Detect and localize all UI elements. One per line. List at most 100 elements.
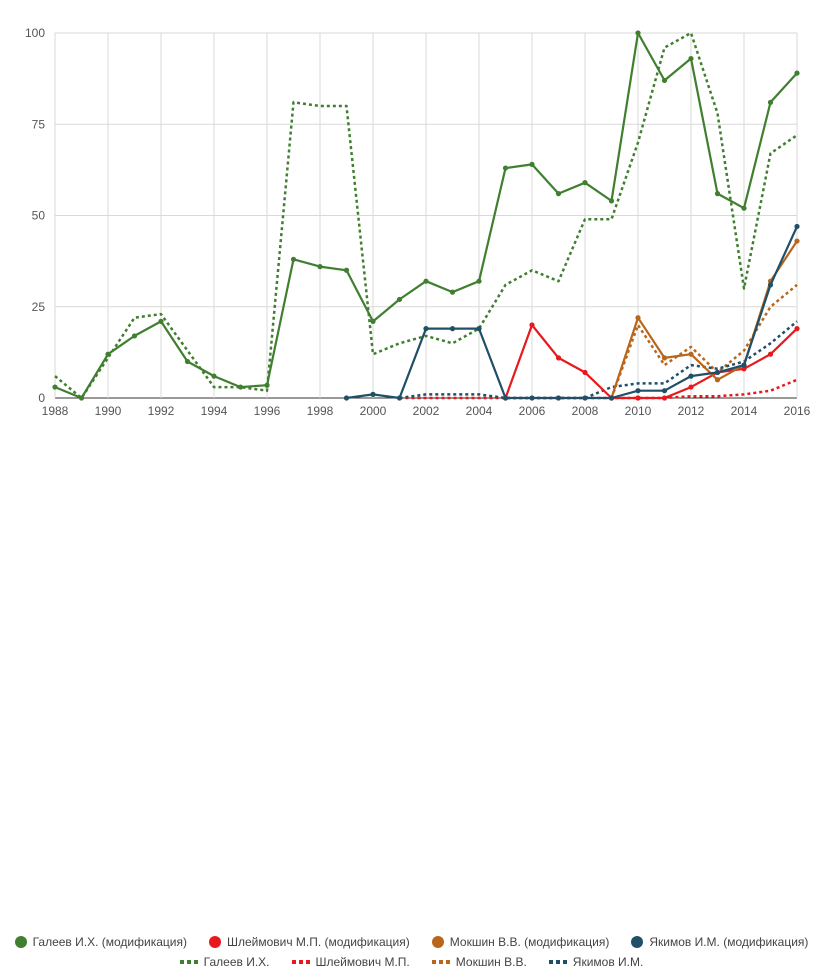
chart-container: 0 25 50 75 100 1988 1990 1992 1994 1996 1998 2000 20… [14,26,811,969]
data-point-0 [449,289,456,295]
x-tick-label: 2016 [784,404,811,418]
legend-label-galeev-mod: Галеев И.Х. (модификация) [32,935,187,949]
data-point-3 [370,391,376,397]
data-point-0 [423,278,429,284]
data-point-0 [290,256,297,262]
series-line-3 [346,226,799,400]
data-point-0 [52,384,58,390]
legend-label-yakimov-mod: Якимов И.М. (модификация) [649,935,809,949]
line-chart: 0 25 50 75 100 1988 1990 1992 1994 1996 1998 2000 20… [25,26,811,418]
y-tick-label: 75 [32,117,46,131]
data-point-3 [449,326,456,332]
legend-item-galeev[interactable]: Галеев И.Х. [179,955,270,969]
x-tick-label: 2006 [519,404,546,418]
data-point-0 [158,318,164,324]
legend-label-shleimovich-mod: Шлеймович М.П. (модификация) [226,935,410,949]
data-point-0 [78,395,85,401]
x-tick-label: 2014 [731,404,758,418]
data-point-0 [502,165,509,171]
data-point-3 [608,395,615,401]
data-point-0 [317,264,323,270]
series-line-7 [399,320,798,400]
x-tick-label: 1988 [42,404,69,418]
data-point-1 [582,369,588,376]
data-point-3 [767,282,774,288]
data-point-3 [423,326,429,332]
data-point-0 [184,358,191,365]
y-tick-label: 25 [32,300,46,314]
legend-item-shleimovich-mod[interactable]: Шлеймович М.П. (модификация) [208,935,410,949]
legend-marker-galeev-mod [14,936,27,948]
legend-marker-shleimovich [291,960,310,964]
legend-item-galeev-mod[interactable]: Галеев И.Х. (модификация) [14,935,187,949]
data-point-0 [608,198,615,204]
data-point-3 [741,362,747,368]
data-point-0 [661,77,668,84]
x-tick-label: 2002 [413,404,440,418]
data-point-0 [396,296,403,303]
legend-marker-yakimov-mod [631,936,644,948]
data-point-3 [794,223,800,230]
legend-marker-yakimov [548,960,567,964]
data-point-0 [476,278,482,284]
legend-marker-shleimovich-mod [208,936,221,948]
x-tick-label: 1994 [201,404,228,418]
series-line-6 [610,283,798,399]
data-point-0 [237,384,244,390]
data-point-0 [211,373,217,379]
x-tick-label: 1996 [254,404,281,418]
data-point-3 [529,395,535,401]
data-point-0 [105,351,111,357]
data-point-0 [714,191,721,197]
legend-marker-galeev [179,960,198,964]
x-tick-label: 1992 [148,404,175,418]
data-point-2 [635,315,641,321]
data-point-0 [529,161,535,167]
legend-item-mokshin[interactable]: Мокшин В.В. [431,955,527,969]
x-tick-label: 2004 [466,404,493,418]
data-point-3 [688,373,694,379]
legend-item-mokshin-mod[interactable]: Мокшин В.В. (модификация) [431,935,609,949]
y-tick-label: 100 [25,26,45,40]
data-point-1 [529,322,535,328]
data-point-0 [582,180,588,186]
legend-label-yakimov: Якимов И.М. [572,955,644,969]
x-tick-label: 2008 [572,404,599,418]
legend-label-shleimovich: Шлеймович М.П. [315,955,410,969]
data-point-1 [635,395,641,401]
data-point-0 [688,55,694,62]
legend-item-yakimov-mod[interactable]: Якимов И.М. (модификация) [631,935,808,949]
legend-row-solid: Галеев И.Х. (модификация) Шлеймович М.П.… [0,935,823,949]
legend-item-shleimovich[interactable]: Шлеймович М.П. [291,955,410,969]
data-point-3 [714,369,721,376]
legend-row-dotted: Галеев И.Х. Шлеймович М.П. Мокшин В.В. Я… [0,955,823,969]
data-point-0 [794,70,800,76]
y-tick-label: 50 [32,209,46,223]
data-point-2 [794,238,800,244]
y-tick-label: 0 [38,391,45,405]
legend-label-galeev: Галеев И.Х. [203,955,270,969]
data-point-2 [661,355,668,361]
legend-marker-mokshin-mod [431,936,444,948]
data-point-0 [131,333,138,339]
x-tick-label: 1998 [307,404,334,418]
series-line-5 [399,378,798,400]
legend-marker-mokshin [431,960,450,964]
data-point-3 [396,395,403,401]
data-point-0 [370,318,376,324]
data-point-1 [688,384,694,390]
data-point-0 [264,382,270,388]
series-line-4 [54,31,798,400]
legend-label-mokshin: Мокшин В.В. [455,955,527,969]
data-point-2 [714,377,721,383]
legend-item-yakimov[interactable]: Якимов И.М. [548,955,644,969]
series-line-1 [504,323,798,400]
data-point-3 [343,395,350,401]
data-point-3 [635,388,641,394]
x-tick-label: 2000 [360,404,387,418]
data-point-0 [343,267,350,273]
data-point-3 [661,388,668,394]
data-point-3 [555,395,562,401]
data-point-2 [688,351,694,357]
x-tick-label: 1990 [95,404,122,418]
